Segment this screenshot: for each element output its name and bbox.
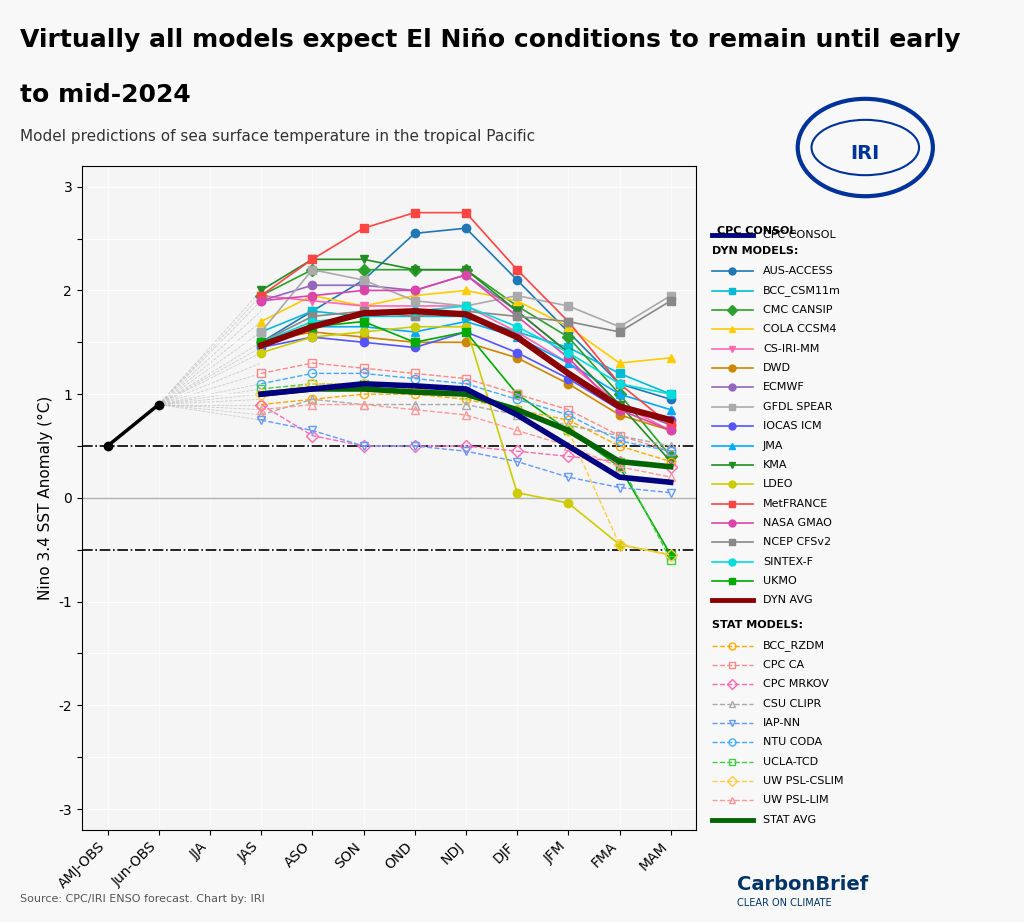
Text: CMC CANSIP: CMC CANSIP [763, 305, 833, 315]
Text: MetFRANCE: MetFRANCE [763, 499, 828, 509]
Text: SINTEX-F: SINTEX-F [763, 557, 813, 567]
Text: STAT MODELS:: STAT MODELS: [712, 620, 803, 630]
Text: NCEP CFSv2: NCEP CFSv2 [763, 538, 831, 548]
Text: DYN AVG: DYN AVG [763, 596, 812, 606]
Text: AUS-ACCESS: AUS-ACCESS [763, 266, 834, 277]
Text: UW PSL-CSLIM: UW PSL-CSLIM [763, 776, 844, 786]
Text: COLA CCSM4: COLA CCSM4 [763, 325, 837, 335]
Text: UW PSL-LIM: UW PSL-LIM [763, 796, 828, 806]
Text: CPC CONSOL: CPC CONSOL [717, 226, 797, 235]
Text: CLEAR ON CLIMATE: CLEAR ON CLIMATE [737, 898, 831, 908]
Text: CSU CLIPR: CSU CLIPR [763, 699, 821, 709]
Text: DYN MODELS:: DYN MODELS: [712, 245, 798, 255]
Text: LDEO: LDEO [763, 479, 794, 490]
Text: IOCAS ICM: IOCAS ICM [763, 421, 821, 431]
Text: CPC CA: CPC CA [763, 660, 804, 670]
Text: CPC MRKOV: CPC MRKOV [763, 680, 828, 690]
Text: ECMWF: ECMWF [763, 383, 805, 393]
Text: IAP-NN: IAP-NN [763, 718, 801, 728]
Text: CPC CONSOL: CPC CONSOL [763, 230, 836, 240]
Text: CS-IRI-MM: CS-IRI-MM [763, 344, 819, 354]
Y-axis label: Nino 3.4 SST Anomaly (°C): Nino 3.4 SST Anomaly (°C) [38, 396, 53, 600]
Text: NTU CODA: NTU CODA [763, 738, 822, 748]
Text: Source: CPC/IRI ENSO forecast. Chart by: IRI: Source: CPC/IRI ENSO forecast. Chart by:… [20, 893, 265, 904]
Text: Model predictions of sea surface temperature in the tropical Pacific: Model predictions of sea surface tempera… [20, 129, 536, 144]
Text: GFDL SPEAR: GFDL SPEAR [763, 402, 833, 412]
Text: UKMO: UKMO [763, 576, 797, 586]
Text: BCC_CSM11m: BCC_CSM11m [763, 285, 841, 296]
Text: BCC_RZDM: BCC_RZDM [763, 640, 825, 651]
Text: UCLA-TCD: UCLA-TCD [763, 757, 818, 767]
Text: NASA GMAO: NASA GMAO [763, 518, 831, 528]
Text: to mid-2024: to mid-2024 [20, 83, 191, 107]
Text: JMA: JMA [763, 441, 783, 451]
Text: Virtually all models expect El Niño conditions to remain until early: Virtually all models expect El Niño cond… [20, 28, 961, 52]
Text: KMA: KMA [763, 460, 787, 470]
Text: STAT AVG: STAT AVG [763, 815, 816, 825]
Text: DWD: DWD [763, 363, 791, 373]
Text: CarbonBrief: CarbonBrief [737, 875, 868, 894]
Text: IRI: IRI [851, 144, 880, 162]
